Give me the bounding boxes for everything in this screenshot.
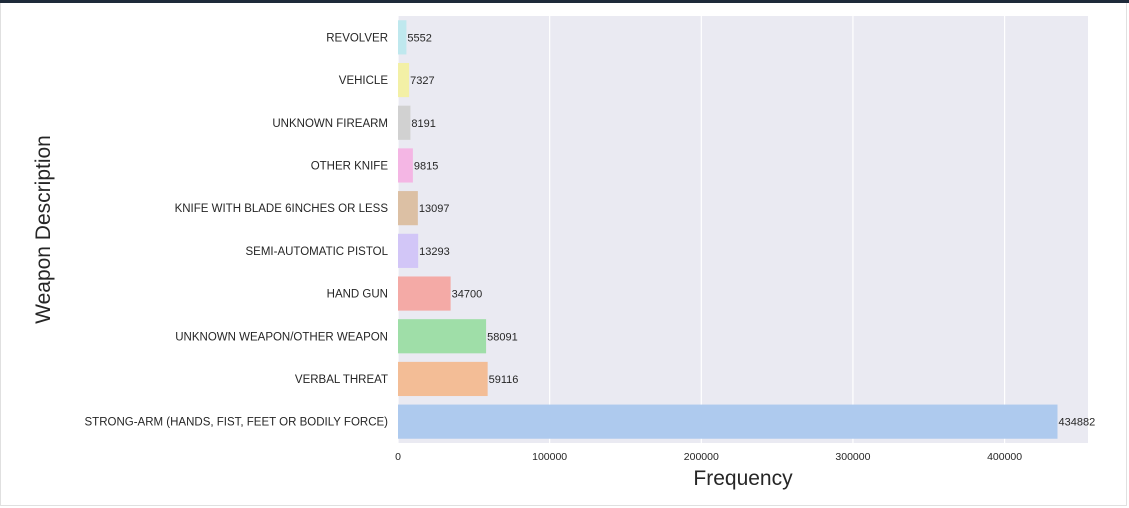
plot-area bbox=[398, 16, 1088, 443]
y-axis-title: Weapon Description bbox=[32, 135, 55, 324]
bar bbox=[398, 276, 451, 311]
value-label: 59116 bbox=[489, 374, 519, 386]
bar bbox=[398, 62, 410, 98]
value-label: 58091 bbox=[487, 331, 518, 343]
value-label: 13097 bbox=[419, 203, 450, 215]
value-label: 9815 bbox=[414, 160, 438, 172]
category-label: VEHICLE bbox=[339, 75, 389, 87]
x-tick-label: 300000 bbox=[835, 451, 870, 463]
bar bbox=[398, 148, 413, 183]
bar bbox=[398, 404, 1058, 439]
category-label: UNKNOWN WEAPON/OTHER WEAPON bbox=[175, 331, 388, 343]
category-label: OTHER KNIFE bbox=[311, 160, 389, 172]
bar bbox=[398, 20, 407, 55]
category-label: STRONG-ARM (HANDS, FIST, FEET OR BODILY … bbox=[85, 417, 389, 429]
category-labels: REVOLVER VEHICLE UNKNOWN FIREARM OTHER KNIF… bbox=[85, 32, 389, 428]
value-label: 434882 bbox=[1058, 417, 1095, 429]
bar bbox=[398, 233, 419, 268]
category-label: HAND GUN bbox=[327, 289, 388, 301]
category-label: UNKNOWN FIREARM bbox=[272, 118, 388, 130]
bar bbox=[398, 105, 411, 140]
x-tick-labels: 0 100000 200000 300000 400000 bbox=[395, 451, 1022, 463]
x-tick-label: 100000 bbox=[532, 451, 567, 463]
category-label: SEMI-AUTOMATIC PISTOL bbox=[246, 246, 389, 258]
x-tick-label: 200000 bbox=[684, 451, 719, 463]
x-tick-label: 400000 bbox=[987, 451, 1022, 463]
value-label: 13293 bbox=[419, 246, 450, 258]
value-label: 8191 bbox=[411, 118, 435, 130]
category-label: KNIFE WITH BLADE 6INCHES OR LESS bbox=[175, 203, 389, 215]
bar bbox=[398, 361, 488, 397]
category-label: REVOLVER bbox=[326, 32, 388, 44]
bar bbox=[398, 319, 487, 354]
value-label: 5552 bbox=[407, 32, 431, 44]
window-top-border bbox=[0, 0, 1129, 3]
bar bbox=[398, 191, 418, 226]
category-label: VERBAL THREAT bbox=[295, 374, 388, 386]
x-tick-label: 0 bbox=[395, 451, 401, 463]
x-axis-title: Frequency bbox=[693, 467, 793, 490]
value-labels: 5552 7327 8191 9815 13097 13293 34700 58091 5911… bbox=[407, 32, 1095, 428]
value-label: 34700 bbox=[452, 289, 483, 301]
value-label: 7327 bbox=[410, 75, 434, 87]
bars bbox=[398, 20, 1058, 439]
chart-frame bbox=[0, 3, 1127, 506]
